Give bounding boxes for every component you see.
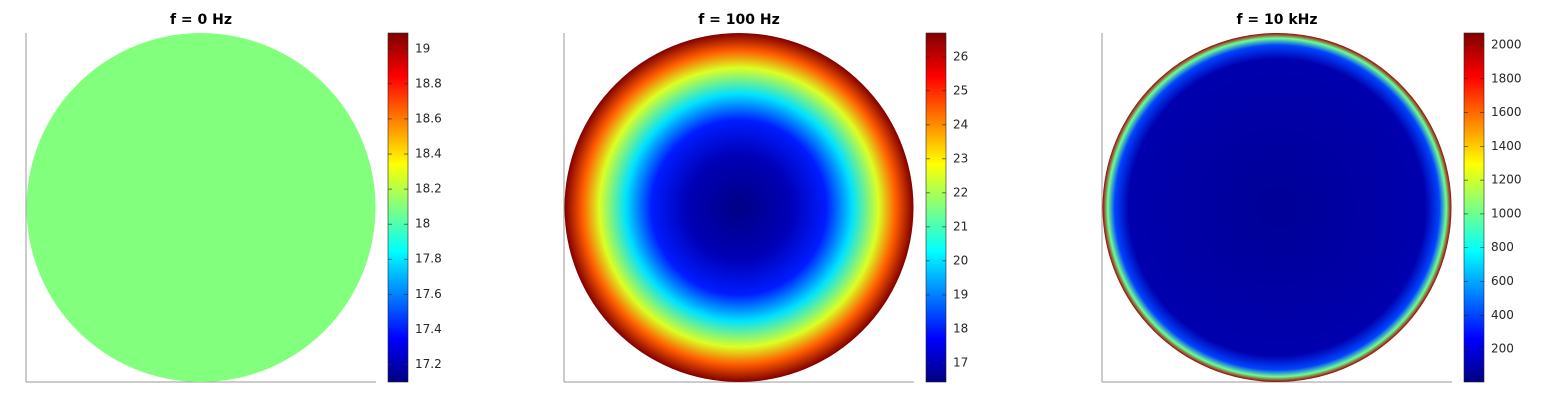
colorbar (1463, 32, 1485, 383)
chart-title: f = 100 Hz (698, 12, 780, 28)
colorbar-tick-label: 200 (1491, 342, 1514, 356)
colorbar-tick-label: 17 (953, 355, 968, 369)
colorbar-tick-label: 20 (953, 253, 968, 267)
disc (1102, 33, 1452, 382)
chart-title: f = 10 kHz (1236, 12, 1317, 28)
colorbar-tick-label: 17.8 (415, 252, 442, 266)
colorbar-tick-label: 23 (953, 151, 968, 165)
colorbar-tick-label: 18.2 (415, 182, 442, 196)
colorbar-tick-label: 25 (953, 83, 968, 97)
colorbar-tick-label: 2000 (1491, 37, 1522, 51)
colorbar-tick-label: 1400 (1491, 139, 1522, 153)
colorbar-tick-label: 21 (953, 219, 968, 233)
colorbar-tick-label: 18 (953, 321, 968, 335)
chart-title: f = 0 Hz (170, 12, 232, 28)
colorbar (387, 32, 409, 383)
colorbar-tick-label: 19 (415, 41, 430, 55)
colorbar-tick-label: 800 (1491, 240, 1514, 254)
colorbar-tick-label: 18.8 (415, 76, 442, 90)
colorbar-tick-label: 18.6 (415, 111, 442, 125)
colorbar-tick-label: 1200 (1491, 173, 1522, 187)
colorbar-tick-label: 26 (953, 49, 968, 63)
colorbar-tick-label: 1800 (1491, 71, 1522, 85)
colorbar-tick-label: 1000 (1491, 206, 1522, 220)
colorbar-tick-label: 24 (953, 117, 968, 131)
colorbar-tick-label: 18.4 (415, 147, 442, 161)
colorbar-tick-label: 400 (1491, 308, 1514, 322)
colorbar-tick-label: 17.2 (415, 357, 442, 371)
disc (564, 33, 914, 382)
colorbar-tick-label: 19 (953, 287, 968, 301)
colorbar-tick-label: 1600 (1491, 105, 1522, 119)
colorbar-tick-label: 22 (953, 185, 968, 199)
colorbar (925, 32, 947, 383)
disc (26, 33, 376, 382)
colorbar-tick-label: 600 (1491, 274, 1514, 288)
colorbar-tick-label: 18 (415, 217, 430, 231)
colorbar-tick-label: 17.6 (415, 287, 442, 301)
colorbar-tick-label: 17.4 (415, 322, 442, 336)
